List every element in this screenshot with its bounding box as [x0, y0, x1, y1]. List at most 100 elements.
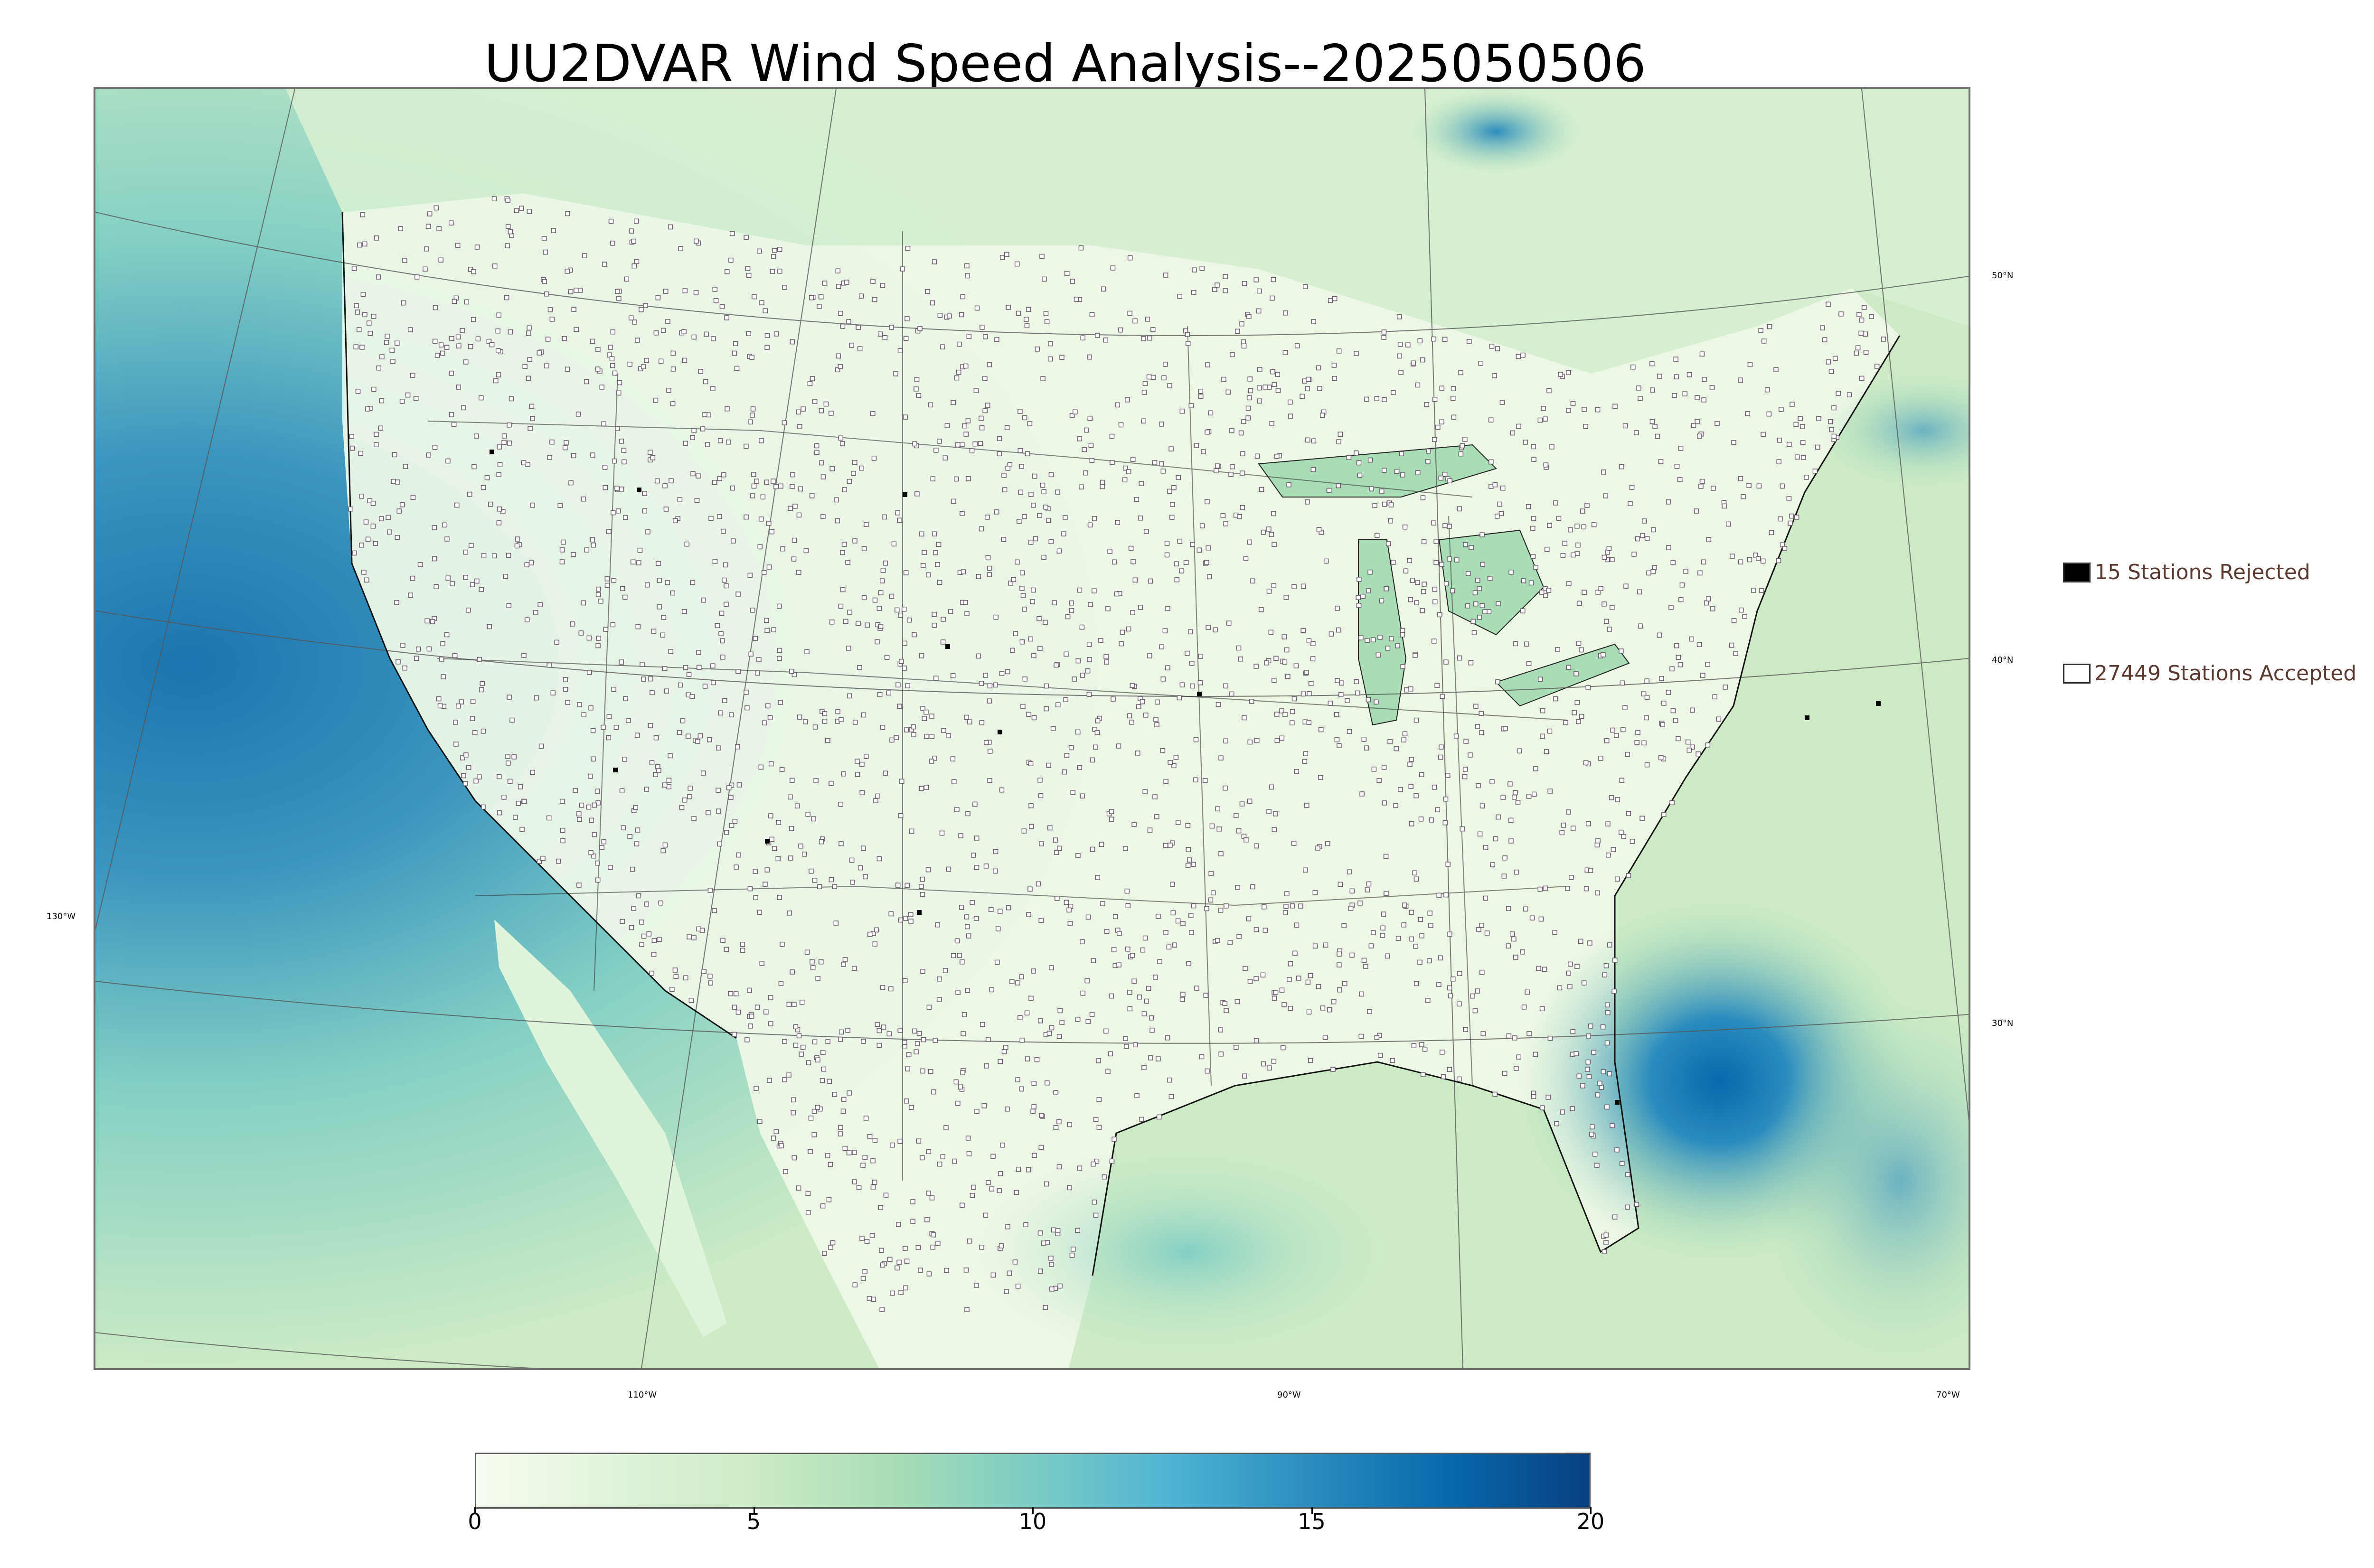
station-accepted-marker	[1048, 539, 1054, 545]
station-accepted-marker	[673, 974, 679, 979]
station-accepted-marker	[772, 846, 777, 851]
station-accepted-marker	[894, 735, 899, 740]
station-accepted-marker	[1291, 841, 1297, 846]
station-accepted-marker	[1024, 317, 1029, 322]
station-accepted-marker	[1118, 327, 1123, 333]
station-accepted-marker	[1773, 367, 1779, 372]
station-accepted-marker	[1790, 402, 1795, 407]
station-accepted-marker	[1100, 484, 1105, 489]
station-accepted-marker	[1540, 733, 1545, 739]
station-accepted-marker	[912, 1028, 917, 1034]
station-accepted-marker	[588, 773, 593, 779]
station-accepted-marker	[463, 549, 469, 555]
station-accepted-marker	[1569, 875, 1574, 880]
station-accepted-marker	[1167, 488, 1172, 494]
station-accepted-marker	[1271, 583, 1277, 588]
station-accepted-marker	[960, 1070, 965, 1075]
station-accepted-marker	[1307, 691, 1312, 696]
station-accepted-marker	[1092, 516, 1097, 521]
station-accepted-marker	[815, 976, 820, 981]
station-accepted-marker	[590, 338, 595, 344]
station-accepted-marker	[683, 665, 688, 670]
station-accepted-marker	[734, 366, 740, 371]
station-accepted-marker	[729, 712, 734, 718]
legend-rejected-swatch	[2063, 562, 2091, 582]
station-accepted-marker	[365, 536, 371, 542]
station-accepted-marker	[1259, 607, 1264, 612]
station-accepted-marker	[1476, 783, 1481, 789]
station-accepted-marker	[721, 472, 726, 478]
station-accepted-marker	[778, 700, 783, 705]
station-accepted-marker	[1465, 571, 1471, 576]
station-accepted-marker	[1435, 807, 1441, 812]
station-accepted-marker	[1247, 739, 1253, 745]
station-accepted-marker	[1462, 774, 1468, 779]
station-accepted-marker	[1576, 601, 1582, 606]
station-accepted-marker	[751, 472, 756, 477]
station-accepted-marker	[1382, 501, 1387, 507]
station-accepted-marker	[888, 911, 894, 917]
station-accepted-marker	[1831, 433, 1837, 439]
station-accepted-marker	[1080, 939, 1085, 945]
station-accepted-marker	[719, 610, 725, 616]
station-accepted-marker	[1355, 690, 1360, 696]
station-rejected-marker	[1197, 692, 1202, 696]
station-accepted-marker	[962, 600, 968, 605]
station-accepted-marker	[1367, 457, 1373, 463]
station-accepted-marker	[967, 719, 972, 724]
station-accepted-marker	[1029, 824, 1034, 829]
station-accepted-marker	[1048, 472, 1054, 478]
station-accepted-marker	[1191, 862, 1196, 867]
station-accepted-marker	[819, 460, 824, 466]
station-accepted-marker	[395, 340, 400, 346]
station-accepted-marker	[1236, 934, 1242, 939]
station-accepted-marker	[1038, 918, 1044, 923]
station-accepted-marker	[1164, 552, 1170, 558]
station-accepted-marker	[1559, 830, 1565, 836]
station-accepted-marker	[1716, 716, 1722, 722]
station-accepted-marker	[1514, 869, 1519, 875]
station-accepted-marker	[920, 1155, 925, 1161]
station-accepted-marker	[1129, 720, 1134, 725]
station-accepted-marker	[527, 357, 533, 362]
station-accepted-marker	[725, 406, 730, 412]
station-accepted-marker	[932, 259, 937, 264]
station-accepted-marker	[870, 1184, 876, 1190]
station-accepted-marker	[400, 643, 405, 648]
station-accepted-marker	[1101, 286, 1106, 292]
station-accepted-marker	[1567, 984, 1573, 989]
station-accepted-marker	[1130, 683, 1135, 688]
station-accepted-marker	[833, 920, 839, 926]
station-accepted-marker	[1475, 724, 1480, 729]
station-accepted-marker	[910, 1219, 915, 1224]
station-accepted-marker	[932, 755, 937, 761]
wind-speed-field	[95, 89, 1969, 1368]
station-accepted-marker	[997, 436, 1002, 441]
station-accepted-marker	[1815, 444, 1820, 450]
station-accepted-marker	[455, 334, 461, 340]
station-accepted-marker	[872, 941, 878, 947]
station-accepted-marker	[1078, 245, 1084, 251]
station-accepted-marker	[1009, 979, 1015, 984]
station-accepted-marker	[581, 712, 587, 717]
station-accepted-marker	[1610, 605, 1615, 610]
station-accepted-marker	[598, 599, 603, 604]
station-accepted-marker	[1017, 519, 1022, 524]
station-accepted-marker	[1348, 906, 1354, 911]
station-accepted-marker	[1525, 989, 1530, 995]
map-panel[interactable]	[94, 87, 1970, 1370]
station-accepted-marker	[940, 344, 945, 349]
station-accepted-marker	[1065, 614, 1071, 620]
station-accepted-marker	[827, 1079, 832, 1084]
station-accepted-marker	[1199, 523, 1205, 528]
station-accepted-marker	[635, 338, 640, 343]
station-accepted-marker	[684, 541, 689, 547]
station-accepted-marker	[1138, 605, 1143, 610]
station-accepted-marker	[626, 718, 631, 723]
station-accepted-marker	[976, 653, 981, 659]
station-accepted-marker	[1832, 356, 1838, 361]
station-accepted-marker	[1137, 995, 1142, 1000]
station-accepted-marker	[1240, 451, 1245, 457]
station-accepted-marker	[1094, 1158, 1100, 1164]
station-accepted-marker	[1615, 876, 1620, 882]
